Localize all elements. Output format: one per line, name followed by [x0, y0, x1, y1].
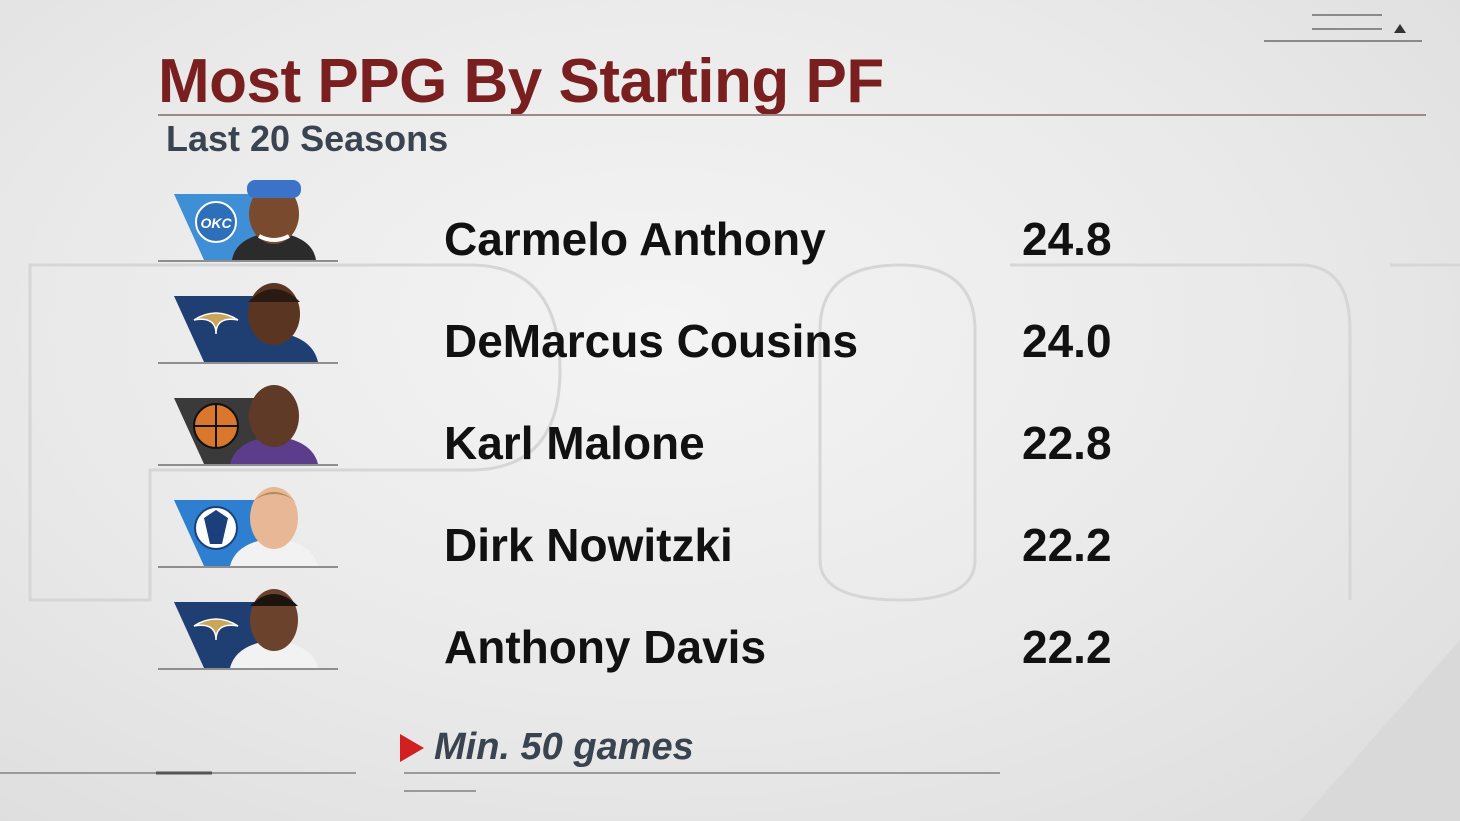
corner-decoration	[1264, 14, 1422, 42]
player-headshot-icon	[230, 283, 318, 362]
player-headshot-icon	[230, 385, 318, 464]
row-divider	[158, 260, 338, 262]
player-name: Dirk Nowitzki	[444, 519, 733, 571]
player-row: Anthony Davis 22.2	[0, 582, 1460, 684]
player-name: DeMarcus Cousins	[444, 315, 859, 367]
player-name: Carmelo Anthony	[444, 213, 826, 265]
player-card	[174, 385, 318, 464]
player-card: OKC	[174, 180, 316, 260]
player-row: Dirk Nowitzki 22.2	[0, 480, 1460, 582]
row-divider	[158, 668, 338, 670]
play-arrow-icon	[400, 734, 424, 762]
footnote-text: Min. 50 games	[434, 726, 694, 768]
player-ppg: 22.2	[1022, 519, 1112, 571]
player-row: DeMarcus Cousins 24.0	[0, 276, 1460, 378]
row-divider	[158, 464, 338, 466]
player-row: Karl Malone 22.8	[0, 378, 1460, 480]
player-headshot-icon	[230, 487, 318, 566]
row-divider	[158, 566, 338, 568]
player-ppg: 22.2	[1022, 621, 1112, 673]
row-divider	[158, 362, 338, 364]
page-subtitle: Last 20 Seasons	[166, 118, 449, 159]
bottom-decoration	[0, 771, 1000, 792]
pelicans-logo-icon	[193, 618, 239, 641]
player-ppg: 24.8	[1022, 213, 1112, 265]
title-divider	[158, 114, 1426, 116]
player-ppg: 24.0	[1022, 315, 1112, 367]
player-card	[174, 487, 318, 566]
player-name: Anthony Davis	[444, 621, 767, 673]
pelicans-logo-icon	[193, 312, 239, 335]
player-headshot-icon	[230, 589, 318, 668]
player-row: OKC Carmelo Anthony 24.8	[0, 174, 1460, 276]
team-logo-text: OKC	[200, 215, 232, 231]
player-ppg: 22.8	[1022, 417, 1112, 469]
player-card	[174, 283, 318, 362]
player-name: Karl Malone	[444, 417, 705, 469]
page-title: Most PPG By Starting PF	[158, 47, 884, 116]
player-headshot-icon	[232, 180, 316, 260]
player-card	[174, 589, 318, 668]
